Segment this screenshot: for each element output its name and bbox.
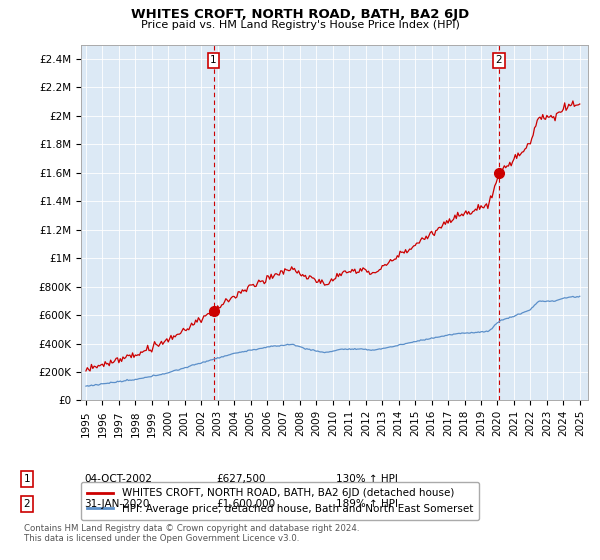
Text: 2: 2: [23, 499, 31, 509]
Text: This data is licensed under the Open Government Licence v3.0.: This data is licensed under the Open Gov…: [24, 534, 299, 543]
Text: 31-JAN-2020: 31-JAN-2020: [84, 499, 149, 509]
Text: £627,500: £627,500: [216, 474, 265, 484]
Text: Contains HM Land Registry data © Crown copyright and database right 2024.: Contains HM Land Registry data © Crown c…: [24, 524, 359, 533]
Text: WHITES CROFT, NORTH ROAD, BATH, BA2 6JD: WHITES CROFT, NORTH ROAD, BATH, BA2 6JD: [131, 8, 469, 21]
Legend: WHITES CROFT, NORTH ROAD, BATH, BA2 6JD (detached house), HPI: Average price, de: WHITES CROFT, NORTH ROAD, BATH, BA2 6JD …: [81, 482, 479, 520]
Text: £1,600,000: £1,600,000: [216, 499, 275, 509]
Text: 1: 1: [23, 474, 31, 484]
Text: 130% ↑ HPI: 130% ↑ HPI: [336, 474, 398, 484]
Text: 04-OCT-2002: 04-OCT-2002: [84, 474, 152, 484]
Text: 2: 2: [496, 55, 502, 66]
Text: 1: 1: [210, 55, 217, 66]
Text: 189% ↑ HPI: 189% ↑ HPI: [336, 499, 398, 509]
Text: Price paid vs. HM Land Registry's House Price Index (HPI): Price paid vs. HM Land Registry's House …: [140, 20, 460, 30]
